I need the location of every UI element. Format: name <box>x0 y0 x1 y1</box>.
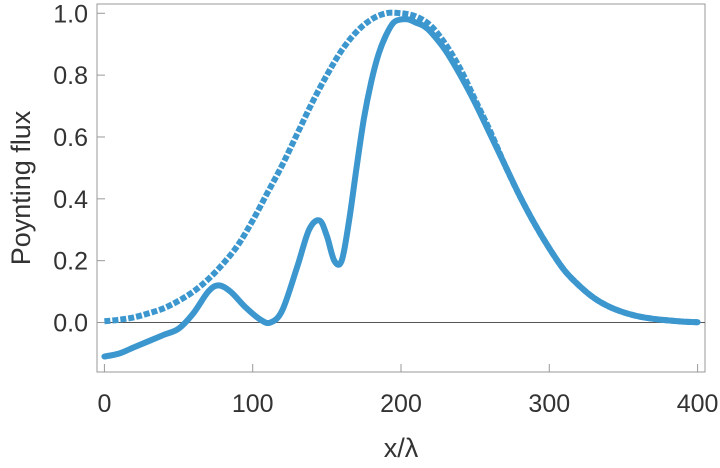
x-tick-label: 300 <box>528 390 570 418</box>
y-tick-label: 0.8 <box>53 62 88 90</box>
y-axis-ticks: 0.0 0.2 0.4 0.6 0.8 1.0 <box>53 0 105 338</box>
x-tick-label: 200 <box>380 390 422 418</box>
y-axis-label: Poynting flux <box>6 110 36 265</box>
x-tick-label: 0 <box>97 390 111 418</box>
dashed-flux-series-line <box>104 9 698 326</box>
series-layer <box>101 9 701 360</box>
y-tick-label: 0.4 <box>53 186 88 214</box>
x-tick-label: 400 <box>677 390 719 418</box>
solid-flux-series-line <box>101 16 701 360</box>
y-tick-label: 1.0 <box>53 0 88 28</box>
y-tick-label: 0.6 <box>53 124 88 152</box>
y-tick-label: 0.2 <box>53 248 88 276</box>
x-axis-ticks: 0 100 200 300 400 <box>97 364 718 418</box>
y-tick-label: 0.0 <box>53 310 88 338</box>
x-axis-label: x/λ <box>384 433 419 463</box>
x-tick-label: 100 <box>232 390 274 418</box>
